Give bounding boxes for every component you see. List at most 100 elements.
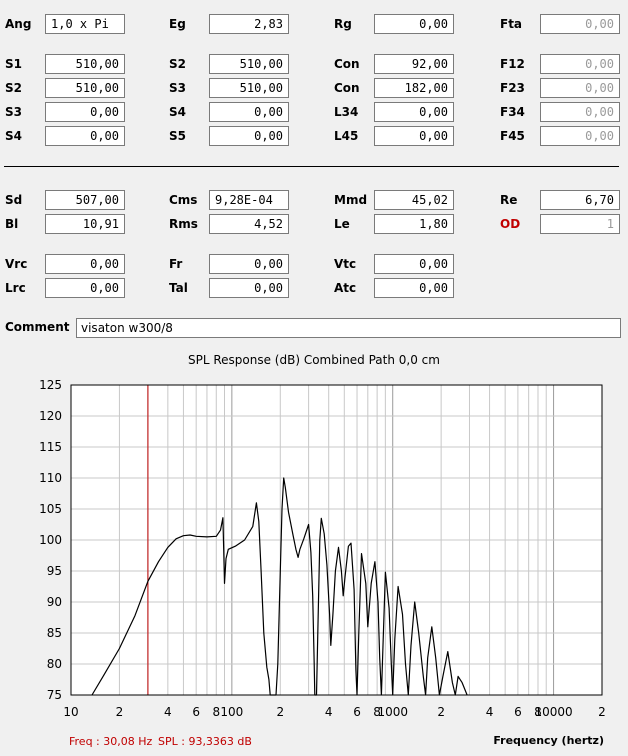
y-tick-label: 110 (39, 471, 62, 485)
field-f34: 0,00 (540, 102, 620, 122)
y-tick-label: 115 (39, 440, 62, 454)
label-s3: S3 (169, 81, 186, 95)
y-tick-label: 80 (47, 657, 62, 671)
x-tick-label: 2 (598, 705, 606, 719)
x-tick-label: 4 (164, 705, 172, 719)
x-tick-label: 6 (192, 705, 200, 719)
field-eg[interactable]: 2,83 (209, 14, 289, 34)
label-mmd: Mmd (334, 193, 368, 207)
label-rms: Rms (169, 217, 198, 231)
field-con[interactable]: 92,00 (374, 54, 454, 74)
label-od: OD (500, 217, 521, 231)
y-tick-label: 125 (39, 378, 62, 392)
comment-field[interactable]: visaton w300/8 (76, 318, 621, 338)
label-eg: Eg (169, 17, 186, 31)
label-s4: S4 (5, 129, 22, 143)
label-l45: L45 (334, 129, 359, 143)
field-f23: 0,00 (540, 78, 620, 98)
y-tick-label: 100 (39, 533, 62, 547)
field-f12: 0,00 (540, 54, 620, 74)
y-tick-label: 75 (47, 688, 62, 702)
field-cms[interactable]: 9,28E-04 (209, 190, 289, 210)
field-sd[interactable]: 507,00 (45, 190, 125, 210)
field-mmd[interactable]: 45,02 (374, 190, 454, 210)
label-tal: Tal (169, 281, 188, 295)
x-tick-label: 10 (63, 705, 78, 719)
plot-frame (70, 384, 603, 696)
x-tick-label: 100 (220, 705, 243, 719)
field-s3[interactable]: 0,00 (45, 102, 125, 122)
field-rms[interactable]: 4,52 (209, 214, 289, 234)
field-bl[interactable]: 10,91 (45, 214, 125, 234)
field-s3[interactable]: 510,00 (209, 78, 289, 98)
label-f34: F34 (500, 105, 525, 119)
x-tick-label: 2 (276, 705, 284, 719)
x-tick-label: 4 (486, 705, 494, 719)
field-od: 1 (540, 214, 620, 234)
label-sd: Sd (5, 193, 23, 207)
x-tick-label: 2 (437, 705, 445, 719)
field-vrc[interactable]: 0,00 (45, 254, 125, 274)
x-tick-label: 8 (373, 705, 381, 719)
label-re: Re (500, 193, 518, 207)
cursor-spl-readout: SPL : 93,3363 dB (158, 735, 252, 748)
label-atc: Atc (334, 281, 357, 295)
label-rg: Rg (334, 17, 352, 31)
label-le: Le (334, 217, 350, 231)
x-tick-label: 1000 (377, 705, 408, 719)
field-s2[interactable]: 510,00 (209, 54, 289, 74)
label-vrc: Vrc (5, 257, 28, 271)
y-tick-label: 105 (39, 502, 62, 516)
y-tick-label: 90 (47, 595, 62, 609)
x-tick-label: 6 (353, 705, 361, 719)
label-s1: S1 (5, 57, 22, 71)
label-s2: S2 (5, 81, 22, 95)
field-s4[interactable]: 0,00 (209, 102, 289, 122)
field-s2[interactable]: 510,00 (45, 78, 125, 98)
y-tick-label: 120 (39, 409, 62, 423)
x-axis-label: Frequency (hertz) (493, 734, 604, 747)
cursor-frequency-readout: Freq : 30,08 Hz (69, 735, 153, 748)
field-f45: 0,00 (540, 126, 620, 146)
label-con: Con (334, 57, 360, 71)
x-tick-label: 6 (514, 705, 522, 719)
label-s3: S3 (5, 105, 22, 119)
field-fta: 0,00 (540, 14, 620, 34)
field-s1[interactable]: 510,00 (45, 54, 125, 74)
field-l34[interactable]: 0,00 (374, 102, 454, 122)
field-lrc[interactable]: 0,00 (45, 278, 125, 298)
field-re[interactable]: 6,70 (540, 190, 620, 210)
comment-label: Comment (5, 320, 70, 334)
label-f23: F23 (500, 81, 525, 95)
section-divider (4, 166, 619, 167)
label-l34: L34 (334, 105, 359, 119)
field-le[interactable]: 1,80 (374, 214, 454, 234)
chart-title: SPL Response (dB) Combined Path 0,0 cm (188, 353, 440, 367)
field-con[interactable]: 182,00 (374, 78, 454, 98)
label-cms: Cms (169, 193, 198, 207)
x-tick-label: 2 (116, 705, 124, 719)
x-tick-label: 8 (212, 705, 220, 719)
field-tal[interactable]: 0,00 (209, 278, 289, 298)
x-tick-label: 8 (534, 705, 542, 719)
field-l45[interactable]: 0,00 (374, 126, 454, 146)
field-s4[interactable]: 0,00 (45, 126, 125, 146)
label-con: Con (334, 81, 360, 95)
y-tick-label: 85 (47, 626, 62, 640)
field-fr[interactable]: 0,00 (209, 254, 289, 274)
field-atc[interactable]: 0,00 (374, 278, 454, 298)
label-s5: S5 (169, 129, 186, 143)
field-rg[interactable]: 0,00 (374, 14, 454, 34)
x-tick-label: 10000 (534, 705, 572, 719)
label-s2: S2 (169, 57, 186, 71)
label-f12: F12 (500, 57, 525, 71)
y-tick-label: 95 (47, 564, 62, 578)
label-fr: Fr (169, 257, 183, 271)
field-vtc[interactable]: 0,00 (374, 254, 454, 274)
spl-curve (91, 477, 468, 696)
label-ang: Ang (5, 17, 32, 31)
label-bl: Bl (5, 217, 19, 231)
field-ang[interactable]: 1,0 x Pi (45, 14, 125, 34)
field-s5[interactable]: 0,00 (209, 126, 289, 146)
